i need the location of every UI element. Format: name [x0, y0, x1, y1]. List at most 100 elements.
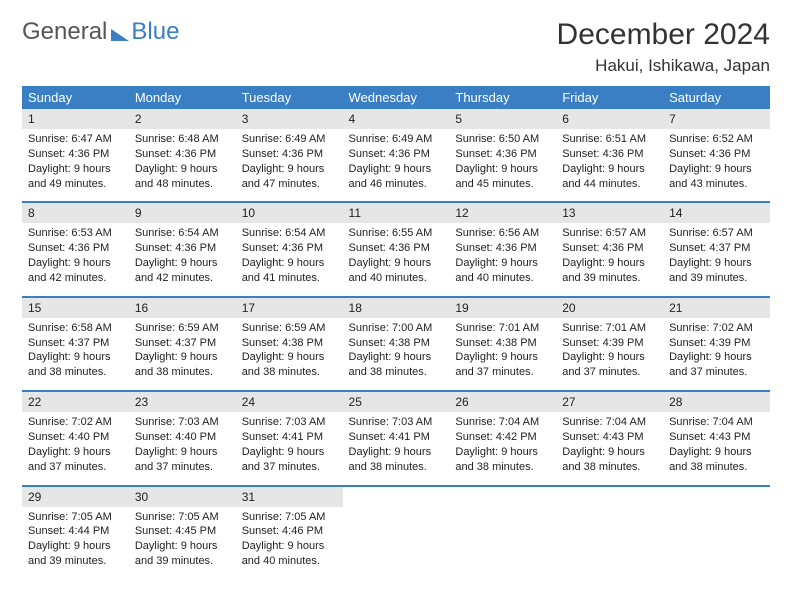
day-number: 8: [22, 203, 129, 223]
daylight-text: Daylight: 9 hours and 37 minutes.: [669, 350, 764, 380]
daylight-text: Daylight: 9 hours and 46 minutes.: [349, 162, 444, 192]
weekday-header-row: Sunday Monday Tuesday Wednesday Thursday…: [22, 86, 770, 109]
sunset-text: Sunset: 4:36 PM: [562, 147, 657, 162]
daylight-text: Daylight: 9 hours and 44 minutes.: [562, 162, 657, 192]
day-number: 23: [129, 392, 236, 412]
sunrise-text: Sunrise: 6:52 AM: [669, 132, 764, 147]
calendar-day-cell: 16Sunrise: 6:59 AMSunset: 4:37 PMDayligh…: [129, 297, 236, 391]
calendar-day-cell: 26Sunrise: 7:04 AMSunset: 4:42 PMDayligh…: [449, 391, 556, 485]
location-label: Hakui, Ishikawa, Japan: [557, 56, 770, 76]
sunset-text: Sunset: 4:37 PM: [669, 241, 764, 256]
sunset-text: Sunset: 4:36 PM: [562, 241, 657, 256]
daylight-text: Daylight: 9 hours and 38 minutes.: [562, 445, 657, 475]
day-body: Sunrise: 7:04 AMSunset: 4:42 PMDaylight:…: [449, 412, 556, 484]
sunrise-text: Sunrise: 7:01 AM: [455, 321, 550, 336]
day-number: 21: [663, 298, 770, 318]
day-number: 18: [343, 298, 450, 318]
day-number: 10: [236, 203, 343, 223]
daylight-text: Daylight: 9 hours and 41 minutes.: [242, 256, 337, 286]
daylight-text: Daylight: 9 hours and 39 minutes.: [135, 539, 230, 569]
sunset-text: Sunset: 4:36 PM: [135, 241, 230, 256]
day-number: 24: [236, 392, 343, 412]
calendar-day-cell: 7Sunrise: 6:52 AMSunset: 4:36 PMDaylight…: [663, 109, 770, 202]
calendar-day-cell: 20Sunrise: 7:01 AMSunset: 4:39 PMDayligh…: [556, 297, 663, 391]
sunrise-text: Sunrise: 7:04 AM: [562, 415, 657, 430]
sunrise-text: Sunrise: 6:56 AM: [455, 226, 550, 241]
calendar-day-cell: 19Sunrise: 7:01 AMSunset: 4:38 PMDayligh…: [449, 297, 556, 391]
sunrise-text: Sunrise: 6:49 AM: [242, 132, 337, 147]
calendar-day-cell: 4Sunrise: 6:49 AMSunset: 4:36 PMDaylight…: [343, 109, 450, 202]
sunrise-text: Sunrise: 6:47 AM: [28, 132, 123, 147]
logo-triangle-icon: [111, 29, 129, 41]
daylight-text: Daylight: 9 hours and 38 minutes.: [135, 350, 230, 380]
day-number: 14: [663, 203, 770, 223]
day-number: 13: [556, 203, 663, 223]
day-number: 7: [663, 109, 770, 129]
calendar-week-row: 29Sunrise: 7:05 AMSunset: 4:44 PMDayligh…: [22, 486, 770, 579]
sunrise-text: Sunrise: 6:50 AM: [455, 132, 550, 147]
day-body: Sunrise: 7:00 AMSunset: 4:38 PMDaylight:…: [343, 318, 450, 390]
sunrise-text: Sunrise: 6:55 AM: [349, 226, 444, 241]
day-body: Sunrise: 7:05 AMSunset: 4:46 PMDaylight:…: [236, 507, 343, 579]
weekday-header: Tuesday: [236, 86, 343, 109]
day-number: 12: [449, 203, 556, 223]
sunset-text: Sunset: 4:36 PM: [455, 147, 550, 162]
sunrise-text: Sunrise: 7:02 AM: [28, 415, 123, 430]
calendar-day-cell: 24Sunrise: 7:03 AMSunset: 4:41 PMDayligh…: [236, 391, 343, 485]
calendar-day-cell: 28Sunrise: 7:04 AMSunset: 4:43 PMDayligh…: [663, 391, 770, 485]
calendar-day-cell: 1Sunrise: 6:47 AMSunset: 4:36 PMDaylight…: [22, 109, 129, 202]
weekday-header: Saturday: [663, 86, 770, 109]
sunset-text: Sunset: 4:42 PM: [455, 430, 550, 445]
sunrise-text: Sunrise: 6:58 AM: [28, 321, 123, 336]
day-body: Sunrise: 6:49 AMSunset: 4:36 PMDaylight:…: [343, 129, 450, 201]
daylight-text: Daylight: 9 hours and 37 minutes.: [455, 350, 550, 380]
day-number: 28: [663, 392, 770, 412]
calendar-day-cell: 27 Sunrise: 7:04 AMSunset: 4:43 PMDayligh…: [556, 391, 663, 485]
weekday-header: Wednesday: [343, 86, 450, 109]
daylight-text: Daylight: 9 hours and 39 minutes.: [669, 256, 764, 286]
day-body: Sunrise: 6:54 AMSunset: 4:36 PMDaylight:…: [236, 223, 343, 295]
daylight-text: Daylight: 9 hours and 38 minutes.: [242, 350, 337, 380]
day-number: 5: [449, 109, 556, 129]
header: General Blue December 2024 Hakui, Ishika…: [22, 18, 770, 76]
calendar-week-row: 15Sunrise: 6:58 AMSunset: 4:37 PMDayligh…: [22, 297, 770, 391]
sunrise-text: Sunrise: 7:04 AM: [669, 415, 764, 430]
sunset-text: Sunset: 4:36 PM: [455, 241, 550, 256]
daylight-text: Daylight: 9 hours and 37 minutes.: [28, 445, 123, 475]
day-body: Sunrise: 6:55 AMSunset: 4:36 PMDaylight:…: [343, 223, 450, 295]
sunset-text: Sunset: 4:36 PM: [349, 147, 444, 162]
day-number: 11: [343, 203, 450, 223]
calendar-body: 1Sunrise: 6:47 AMSunset: 4:36 PMDaylight…: [22, 109, 770, 579]
sunrise-text: Sunrise: 6:57 AM: [562, 226, 657, 241]
day-body: Sunrise: 7:05 AMSunset: 4:44 PMDaylight:…: [22, 507, 129, 579]
sunset-text: Sunset: 4:39 PM: [669, 336, 764, 351]
day-body: Sunrise: 6:48 AMSunset: 4:36 PMDaylight:…: [129, 129, 236, 201]
day-number: 6: [556, 109, 663, 129]
day-number: 4: [343, 109, 450, 129]
sunset-text: Sunset: 4:41 PM: [242, 430, 337, 445]
day-number: 1: [22, 109, 129, 129]
day-body: Sunrise: 6:59 AMSunset: 4:37 PMDaylight:…: [129, 318, 236, 390]
logo: General Blue: [22, 18, 179, 46]
calendar-day-cell: 9Sunrise: 6:54 AMSunset: 4:36 PMDaylight…: [129, 202, 236, 296]
sunset-text: Sunset: 4:45 PM: [135, 524, 230, 539]
sunset-text: Sunset: 4:36 PM: [242, 147, 337, 162]
day-number: 27: [556, 392, 663, 412]
day-number: 19: [449, 298, 556, 318]
daylight-text: Daylight: 9 hours and 42 minutes.: [28, 256, 123, 286]
day-number: 25: [343, 392, 450, 412]
day-body: Sunrise: 7:01 AMSunset: 4:38 PMDaylight:…: [449, 318, 556, 390]
sunset-text: Sunset: 4:36 PM: [135, 147, 230, 162]
sunrise-text: Sunrise: 7:05 AM: [28, 510, 123, 525]
day-body: Sunrise: 6:51 AMSunset: 4:36 PMDaylight:…: [556, 129, 663, 201]
daylight-text: Daylight: 9 hours and 38 minutes.: [349, 350, 444, 380]
day-body: Sunrise: 6:58 AMSunset: 4:37 PMDaylight:…: [22, 318, 129, 390]
calendar-day-cell: 2Sunrise: 6:48 AMSunset: 4:36 PMDaylight…: [129, 109, 236, 202]
day-body: Sunrise: 6:47 AMSunset: 4:36 PMDaylight:…: [22, 129, 129, 201]
sunset-text: Sunset: 4:39 PM: [562, 336, 657, 351]
daylight-text: Daylight: 9 hours and 42 minutes.: [135, 256, 230, 286]
calendar-day-cell: [663, 486, 770, 579]
sunrise-text: Sunrise: 6:51 AM: [562, 132, 657, 147]
calendar-day-cell: 11Sunrise: 6:55 AMSunset: 4:36 PMDayligh…: [343, 202, 450, 296]
sunset-text: Sunset: 4:43 PM: [562, 430, 657, 445]
